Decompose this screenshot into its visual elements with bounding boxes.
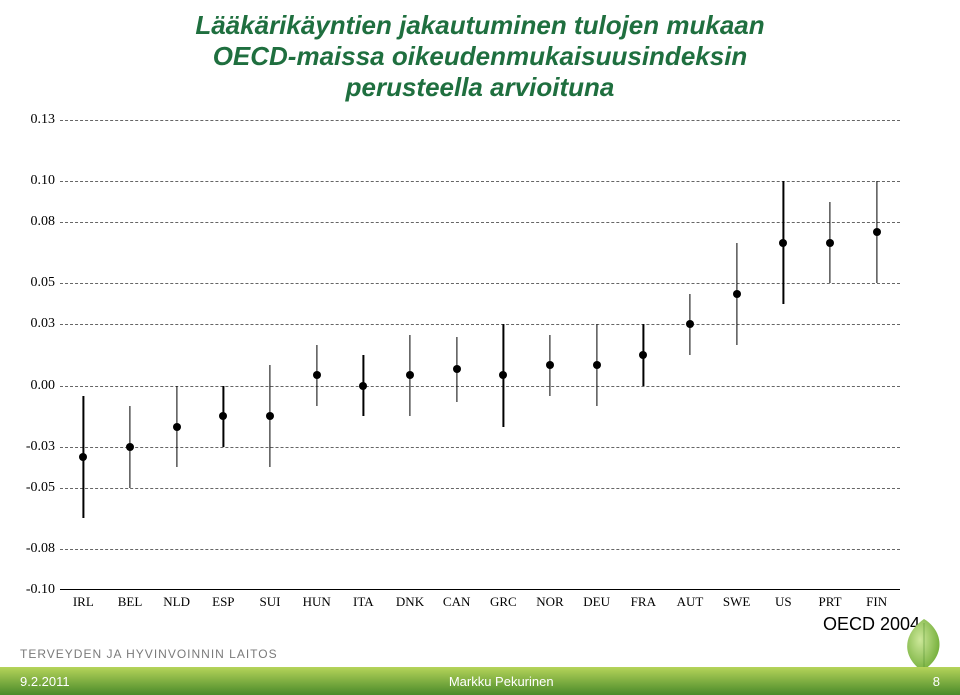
ytick-label: -0.05 <box>26 480 55 496</box>
ytick-label: -0.10 <box>26 582 55 598</box>
xtick-label: BEL <box>118 594 143 610</box>
institution-label: TERVEYDEN JA HYVINVOINNIN LAITOS <box>20 647 278 661</box>
xtick-label: FIN <box>866 594 887 610</box>
xtick-label: HUN <box>303 594 331 610</box>
xtick-label: DEU <box>583 594 610 610</box>
ytick-label: 0.13 <box>31 112 56 128</box>
ytick-label: 0.08 <box>31 214 56 230</box>
plot-region <box>60 120 900 590</box>
xtick-label: ESP <box>212 594 234 610</box>
chart: -0.10-0.08-0.05-0.030.000.030.050.080.10… <box>60 120 900 590</box>
xtick-label: GRC <box>490 594 517 610</box>
ytick-label: -0.03 <box>26 439 55 455</box>
xtick-label: NOR <box>536 594 563 610</box>
data-point <box>266 412 274 420</box>
data-point <box>79 453 87 461</box>
gridline <box>60 324 900 325</box>
gridline <box>60 283 900 284</box>
xtick-label: AUT <box>677 594 704 610</box>
title-line-3: perusteella arvioituna <box>0 72 960 103</box>
slide: Lääkärikäyntien jakautuminen tulojen muk… <box>0 0 960 695</box>
ytick-label: -0.08 <box>26 541 55 557</box>
data-point <box>733 290 741 298</box>
title-line-2: OECD-maissa oikeudenmukaisuusindeksin <box>0 41 960 72</box>
ytick-label: 0.03 <box>31 316 56 332</box>
chart-plot-area: -0.10-0.08-0.05-0.030.000.030.050.080.10… <box>60 120 900 590</box>
ytick-label: 0.05 <box>31 275 56 291</box>
data-point <box>546 361 554 369</box>
xtick-label: DNK <box>396 594 424 610</box>
gridline <box>60 222 900 223</box>
title-line-1: Lääkärikäyntien jakautuminen tulojen muk… <box>0 10 960 41</box>
data-point <box>126 443 134 451</box>
data-point <box>453 365 461 373</box>
gridline <box>60 447 900 448</box>
xtick-label: SUI <box>260 594 281 610</box>
data-point <box>779 239 787 247</box>
data-point <box>406 371 414 379</box>
ytick-label: 0.10 <box>31 173 56 189</box>
gridline <box>60 549 900 550</box>
leaf-icon <box>894 615 954 675</box>
data-point <box>219 412 227 420</box>
gridline <box>60 488 900 489</box>
xtick-label: FRA <box>631 594 656 610</box>
ytick-label: 0.00 <box>31 378 56 394</box>
xtick-label: SWE <box>723 594 750 610</box>
xtick-label: CAN <box>443 594 470 610</box>
footer-bar: 9.2.2011 Markku Pekurinen 8 <box>0 667 960 695</box>
footer-author: Markku Pekurinen <box>70 674 933 689</box>
data-point <box>499 371 507 379</box>
xtick-label: IRL <box>73 594 94 610</box>
xtick-label: US <box>775 594 792 610</box>
data-point <box>873 228 881 236</box>
data-point <box>593 361 601 369</box>
footer-page: 8 <box>933 674 960 689</box>
gridline <box>60 181 900 182</box>
data-point <box>359 382 367 390</box>
xtick-label: ITA <box>353 594 374 610</box>
slide-title: Lääkärikäyntien jakautuminen tulojen muk… <box>0 10 960 104</box>
xtick-label: NLD <box>163 594 190 610</box>
data-point <box>686 320 694 328</box>
x-axis: IRL BEL NLD ESP SUI HUN ITA DNK CAN GRC NOR DEU FRA A… <box>60 590 900 614</box>
data-point <box>313 371 321 379</box>
data-point <box>173 423 181 431</box>
data-point <box>826 239 834 247</box>
footer-date: 9.2.2011 <box>0 674 70 689</box>
y-axis: -0.10-0.08-0.05-0.030.000.030.050.080.10… <box>10 120 55 590</box>
gridline <box>60 386 900 387</box>
xtick-label: PRT <box>818 594 841 610</box>
gridline <box>60 120 900 121</box>
data-point <box>639 351 647 359</box>
